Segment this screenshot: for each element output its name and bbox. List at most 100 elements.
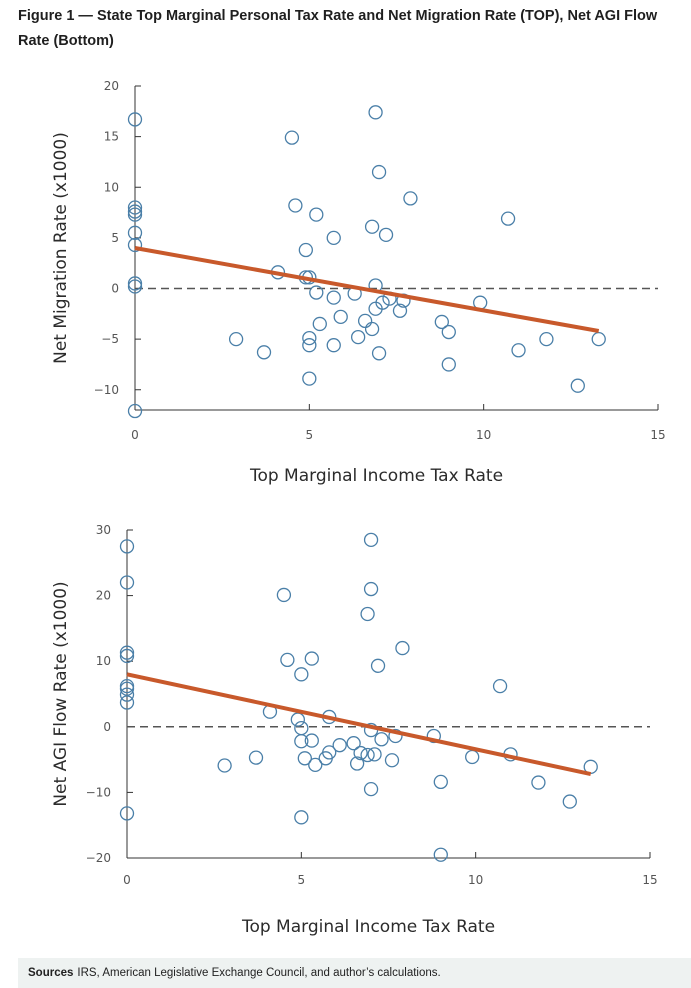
migration-data-point xyxy=(371,164,387,180)
agi-data-point xyxy=(280,652,295,668)
migration-data-point xyxy=(284,130,300,145)
agi-data-point xyxy=(562,794,577,809)
agi-data-point xyxy=(349,756,365,771)
migration-data-point xyxy=(309,285,324,300)
migration-data-point xyxy=(591,331,606,347)
agi-data-point xyxy=(360,747,375,763)
migration-data-point xyxy=(127,237,143,253)
agi-data-point xyxy=(304,733,319,748)
agi-data-point xyxy=(119,648,135,664)
agi-trend-line xyxy=(126,672,592,776)
migration-data-point xyxy=(298,242,313,258)
migration-data-point xyxy=(302,338,317,353)
migration-x-axis-title: Top Marginal Income Tax Rate xyxy=(249,466,503,486)
agi-data-point xyxy=(363,532,379,547)
migration-data-point xyxy=(127,403,143,419)
figure-title: Figure 1 — State Top Marginal Personal T… xyxy=(18,8,658,49)
agi-y-tick-label: 10 xyxy=(96,654,111,668)
agi-data-point xyxy=(384,753,400,768)
migration-data-point xyxy=(326,290,341,305)
migration-data-point xyxy=(127,225,143,240)
agi-x-tick-label: 0 xyxy=(123,873,131,887)
agi-data-point xyxy=(119,687,135,702)
agi-data-point xyxy=(367,747,382,762)
migration-data-point xyxy=(302,330,317,346)
agi-data-point xyxy=(346,736,361,751)
agi-data-point xyxy=(492,678,508,694)
migration-data-point xyxy=(441,324,456,340)
agi-data-point xyxy=(294,810,309,825)
migration-y-tick-label: 20 xyxy=(104,79,119,93)
agi-y-axis-title: Net AGI Flow Rate (x1000) xyxy=(51,581,71,806)
agi-x-tick-label: 15 xyxy=(642,873,657,887)
migration-data-point xyxy=(392,303,408,318)
migration-y-tick-label: −5 xyxy=(101,332,119,346)
agi-data-point xyxy=(465,749,480,765)
migration-data-point xyxy=(511,343,526,358)
agi-data-point xyxy=(297,751,312,766)
migration-trend-line xyxy=(134,246,600,333)
agi-data-point xyxy=(353,745,368,761)
agi-flow-scatter-chart: 30 20 10 0 −10 −20 0 5 10 15 Top Marginal Income T… xyxy=(51,523,658,937)
agi-data-point xyxy=(426,728,441,744)
agi-y-tick-label: 30 xyxy=(96,523,111,537)
agi-data-point xyxy=(119,539,135,554)
agi-data-point xyxy=(119,645,135,660)
migration-x-tick-label: 15 xyxy=(650,428,665,442)
agi-data-point xyxy=(294,667,309,682)
agi-data-point xyxy=(374,732,389,747)
migration-y-tick-label: 0 xyxy=(111,282,119,296)
migration-y-axis-title: Net Migration Rate (x1000) xyxy=(51,132,71,364)
agi-data-point xyxy=(360,606,375,622)
migration-data-point xyxy=(378,227,394,242)
agi-data-point xyxy=(370,658,386,673)
migration-data-point xyxy=(570,378,585,393)
migration-data-point xyxy=(256,345,272,360)
agi-data-point xyxy=(363,581,379,597)
migration-data-point xyxy=(228,331,244,347)
migration-data-point xyxy=(368,105,383,120)
migration-data-point xyxy=(364,321,380,337)
chart-panel-bottom: 30 20 10 0 −10 −20 0 5 10 15 Top Marginal Income T… xyxy=(18,508,691,950)
agi-data-point xyxy=(395,640,410,656)
agi-data-point xyxy=(248,750,264,765)
agi-data-point xyxy=(318,751,333,766)
agi-data-point xyxy=(308,757,323,772)
agi-data-point xyxy=(276,587,292,603)
agi-data-point xyxy=(119,695,135,710)
agi-x-tick-label: 10 xyxy=(468,873,483,887)
agi-x-axis-title: Top Marginal Income Tax Rate xyxy=(241,917,495,937)
agi-y-tick-label: 0 xyxy=(103,720,111,734)
migration-data-point xyxy=(326,338,341,353)
migration-data-point xyxy=(403,191,418,206)
agi-data-point xyxy=(433,847,448,862)
migration-data-point xyxy=(326,230,341,246)
agi-data-point xyxy=(332,738,347,753)
migration-data-point xyxy=(127,279,143,294)
migration-y-tick-label: 15 xyxy=(104,130,119,144)
migration-data-point xyxy=(350,329,366,345)
agi-data-point xyxy=(304,651,319,666)
migration-data-point xyxy=(375,295,390,310)
migration-data-point xyxy=(357,313,373,329)
agi-data-point xyxy=(363,781,379,797)
migration-y-tick-label: −10 xyxy=(94,383,119,397)
migration-data-point xyxy=(434,314,449,330)
chart-panel-top: 20 15 10 5 0 −5 −10 0 5 10 15 Top Marginal Income T… xyxy=(18,66,691,496)
migration-data-point xyxy=(127,276,143,291)
migration-data-point xyxy=(288,198,303,213)
agi-y-tick-label: −20 xyxy=(86,851,111,865)
agi-data-point xyxy=(531,775,546,790)
agi-data-point xyxy=(119,681,135,696)
agi-data-point xyxy=(217,758,232,773)
migration-data-point xyxy=(500,211,516,226)
migration-y-tick-label: 5 xyxy=(111,231,119,245)
migration-x-tick-label: 0 xyxy=(131,428,139,442)
migration-data-point xyxy=(364,219,380,234)
agi-data-point xyxy=(294,720,309,736)
agi-data-point xyxy=(119,575,135,590)
agi-y-tick-label: 20 xyxy=(96,589,111,603)
agi-data-point xyxy=(433,774,448,790)
migration-data-point xyxy=(127,204,143,219)
migration-data-point xyxy=(371,346,387,361)
